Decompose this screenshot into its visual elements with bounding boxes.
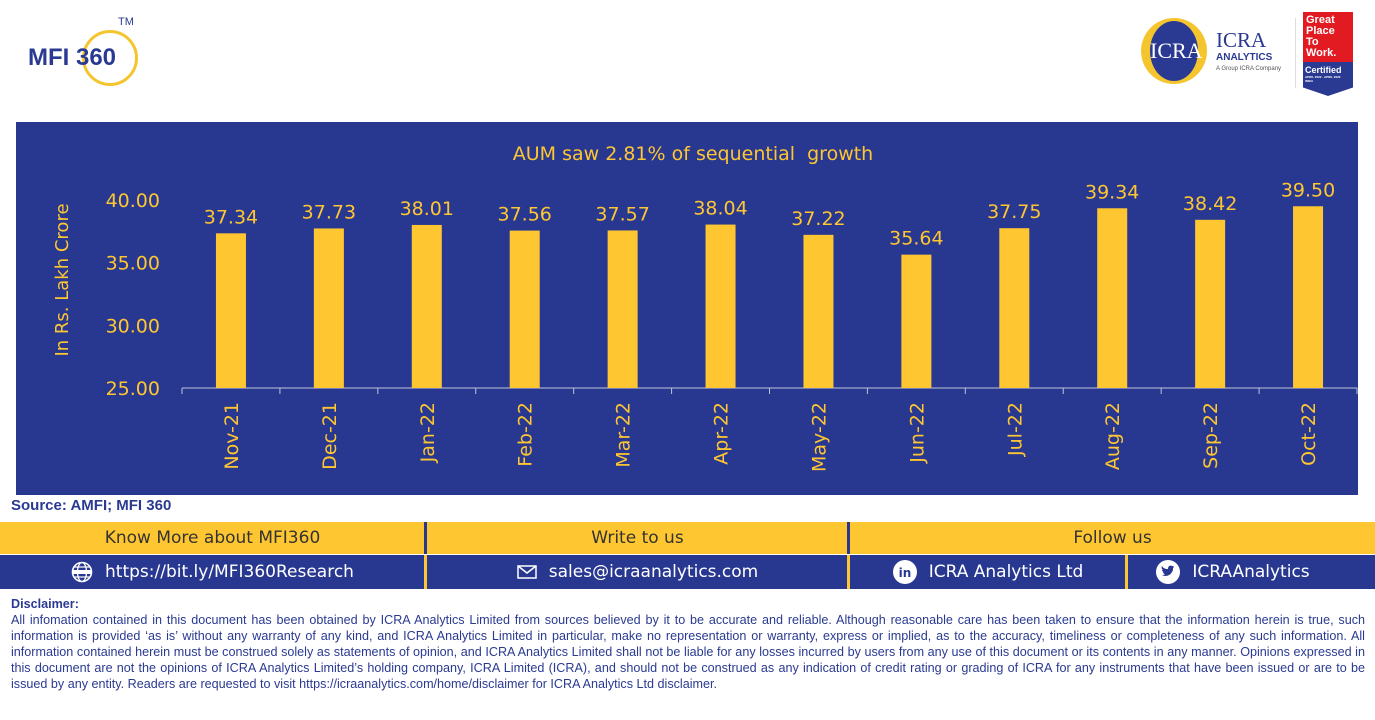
- gptw-line: Work.: [1306, 47, 1337, 59]
- logo-divider: [1295, 18, 1296, 88]
- disclaimer-heading: Disclaimer:: [11, 597, 79, 611]
- data-label: 39.50: [1281, 179, 1335, 201]
- bar: [509, 230, 540, 388]
- y-tick-label: 35.00: [106, 253, 160, 275]
- bar: [411, 224, 442, 388]
- know-more-heading: Know More about MFI360: [104, 528, 321, 548]
- x-tick-label: Sep-22: [1200, 402, 1222, 469]
- mfi360-logo: MFI 360 TM: [20, 16, 140, 90]
- logo-ring: [82, 30, 138, 86]
- x-tick-label: May-22: [808, 402, 830, 472]
- data-label: 35.64: [889, 228, 943, 250]
- chart-title: AUM saw 2.81% of sequential growth: [513, 143, 873, 165]
- bar: [999, 228, 1030, 388]
- gptw-certified: Certified: [1305, 65, 1342, 75]
- bar: [705, 224, 736, 388]
- icra-name: ICRA: [1216, 28, 1267, 52]
- great-place-to-work-badge: Great Place To Work. Certified APRIL 202…: [1303, 12, 1353, 96]
- data-label: 37.56: [498, 204, 552, 226]
- bar: [313, 228, 344, 388]
- icra-sub: ANALYTICS: [1216, 52, 1273, 63]
- divider: [424, 522, 427, 554]
- website-link[interactable]: https://bit.ly/MFI360Research: [0, 555, 425, 589]
- twitter-icon: [1156, 560, 1181, 584]
- email-address[interactable]: sales@icraanalytics.com: [548, 562, 759, 582]
- gptw-line: To: [1306, 36, 1319, 48]
- data-label: 37.34: [204, 206, 258, 228]
- y-axis-label: In Rs. Lakh Crore: [52, 203, 73, 356]
- gptw-country: INDIA: [1305, 79, 1314, 83]
- x-tick-label: Feb-22: [515, 402, 537, 467]
- divider: [847, 555, 850, 589]
- data-label: 37.73: [302, 201, 356, 223]
- bar: [1097, 208, 1128, 388]
- bar: [215, 233, 246, 388]
- data-label: 38.04: [693, 198, 747, 220]
- y-tick-label: 30.00: [106, 315, 160, 337]
- linkedin-link[interactable]: in ICRA Analytics Ltd: [850, 555, 1126, 589]
- twitter-link[interactable]: ICRAAnalytics: [1128, 555, 1338, 589]
- follow-us-heading: Follow us: [1073, 528, 1152, 548]
- svg-text:in: in: [898, 566, 911, 580]
- globe-icon: [71, 561, 93, 583]
- data-label: 39.34: [1085, 181, 1139, 203]
- data-label: 37.75: [987, 201, 1041, 223]
- gptw-dates: APRIL 2022 - APRIL 2023: [1305, 75, 1341, 79]
- bar: [1293, 206, 1324, 388]
- linkedin-name[interactable]: ICRA Analytics Ltd: [928, 562, 1084, 582]
- data-label: 38.01: [400, 198, 454, 220]
- x-tick-label: Jun-22: [906, 402, 928, 464]
- email-link[interactable]: sales@icraanalytics.com: [427, 555, 848, 589]
- divider: [847, 522, 850, 554]
- icra-tagline: A Group ICRA Company: [1216, 66, 1282, 72]
- twitter-handle[interactable]: ICRAAnalytics: [1192, 562, 1310, 582]
- bar: [901, 254, 932, 388]
- logo-text: MFI 360: [28, 44, 117, 71]
- data-label: 37.22: [791, 208, 845, 230]
- x-tick-label: Jan-22: [417, 402, 439, 463]
- icra-emblem-text: ICRA: [1150, 21, 1203, 81]
- data-label: 38.42: [1183, 193, 1237, 215]
- trademark: TM: [118, 16, 134, 28]
- disclaimer-body: All infomation contained in this documen…: [11, 613, 1365, 691]
- disclaimer: Disclaimer: All infomation contained in …: [11, 596, 1365, 692]
- data-label: 37.57: [595, 203, 649, 225]
- y-tick-label: 40.00: [106, 190, 160, 212]
- gptw-line: Great: [1306, 14, 1335, 26]
- linkedin-icon: in: [892, 560, 917, 584]
- envelope-icon: [517, 565, 537, 579]
- source-note: Source: AMFI; MFI 360: [11, 497, 172, 514]
- write-to-us-heading: Write to us: [591, 528, 684, 548]
- aum-chart-panel: AUM saw 2.81% of sequential growth In Rs…: [16, 122, 1358, 495]
- gptw-line: Place: [1306, 25, 1335, 37]
- x-tick-label: Oct-22: [1298, 402, 1320, 466]
- divider: [1125, 555, 1128, 589]
- x-tick-label: Jul-22: [1004, 402, 1026, 457]
- x-tick-label: Nov-21: [221, 402, 243, 470]
- bar: [803, 234, 834, 388]
- x-tick-label: Aug-22: [1102, 402, 1124, 470]
- bar: [1195, 219, 1226, 388]
- x-tick-label: Dec-21: [319, 402, 341, 470]
- bar: [607, 230, 638, 388]
- website-url[interactable]: https://bit.ly/MFI360Research: [105, 562, 354, 582]
- x-tick-label: Apr-22: [711, 402, 733, 465]
- aum-bar-chart: AUM saw 2.81% of sequential growth In Rs…: [52, 143, 1358, 472]
- x-tick-label: Mar-22: [613, 402, 635, 468]
- icra-analytics-logo: ICRA ICRA ANALYTICS A Group ICRA Company: [1141, 18, 1291, 88]
- footer-headings: Know More about MFI360 Write to us Follo…: [0, 522, 1375, 554]
- divider: [424, 555, 427, 589]
- y-tick-label: 25.00: [106, 378, 160, 400]
- footer-links: https://bit.ly/MFI360Research sales@icra…: [0, 555, 1375, 589]
- icra-emblem: ICRA: [1141, 18, 1207, 84]
